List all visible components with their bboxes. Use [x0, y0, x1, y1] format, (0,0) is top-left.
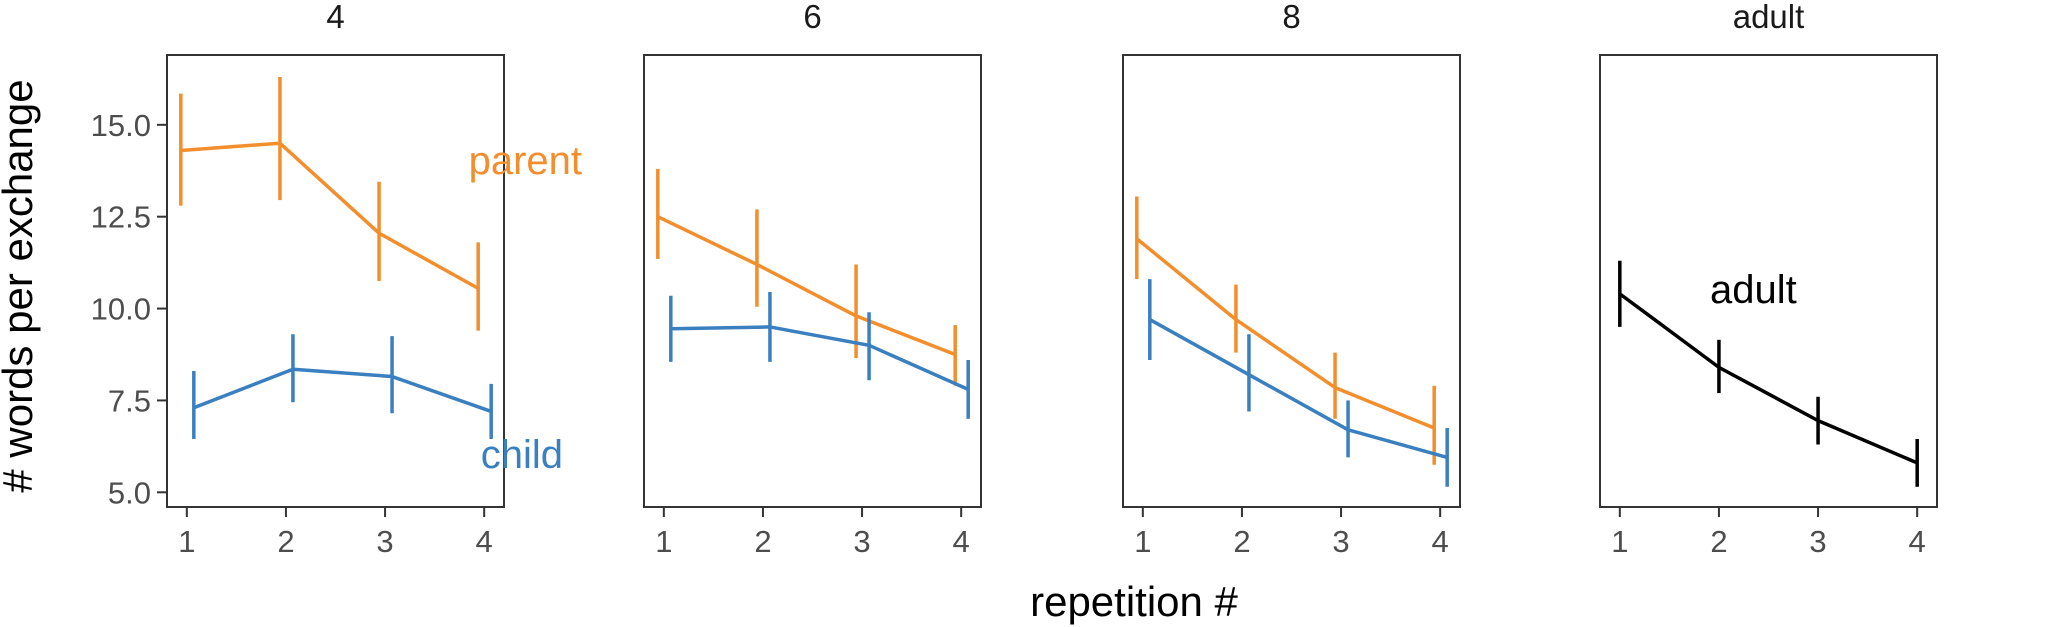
panel-title: adult: [1733, 0, 1805, 35]
series-parent: parent: [179, 77, 582, 331]
series-line-child: [670, 325, 969, 392]
x-tick-label: 3: [376, 524, 393, 559]
series-label-adult: adult: [1710, 268, 1797, 312]
x-tick-label: 1: [655, 524, 672, 559]
x-tick-label: 2: [754, 524, 771, 559]
panel-border: [166, 54, 505, 508]
x-tick-label: 4: [476, 524, 493, 559]
x-tick-label: 1: [178, 524, 195, 559]
x-tick-label: 4: [1909, 524, 1926, 559]
y-tick-label: 10.0: [91, 292, 151, 327]
panel-title: 8: [1282, 0, 1300, 35]
panel-border: [1599, 54, 1938, 508]
series-line-child: [193, 367, 492, 414]
panel-border: [1122, 54, 1461, 508]
x-tick-label: 1: [1611, 524, 1628, 559]
series-line-parent: [1135, 237, 1435, 430]
y-tick-label: 15.0: [91, 108, 151, 143]
y-axis-title: # words per exchange: [0, 79, 41, 492]
x-tick-label: 3: [853, 524, 870, 559]
series-line-child: [1148, 318, 1448, 460]
series-adult: adult: [1618, 260, 1919, 487]
y-tick-label: 7.5: [108, 383, 151, 418]
x-axis-title: repetition #: [1030, 578, 1238, 625]
panel-4: adult 1 2 3 4 adult: [1599, 0, 1938, 559]
panel-border: [643, 54, 982, 508]
x-tick-label: 2: [1710, 524, 1727, 559]
series-label-child: child: [481, 433, 563, 477]
x-tick-label: 3: [1809, 524, 1826, 559]
x-tick-label: 4: [1432, 524, 1449, 559]
series-parent: [1135, 196, 1436, 465]
x-tick-label: 4: [953, 524, 970, 559]
series-line-adult: [1618, 292, 1918, 465]
y-tick-label: 5.0: [108, 475, 151, 510]
x-tick-label: 1: [1134, 524, 1151, 559]
panel-title: 6: [803, 0, 821, 35]
panel-title: 4: [326, 0, 344, 35]
panel-3: 8 1 2 3 4: [1122, 0, 1461, 559]
series-line-parent: [180, 141, 480, 290]
series-child: [1148, 279, 1449, 487]
panel-1: 4 1 2 3 4 5.0 7.5 10.0 12.5 15.0 parent child: [91, 0, 582, 559]
x-tick-label: 2: [277, 524, 294, 559]
y-tick-label: 12.5: [91, 200, 151, 235]
x-tick-label: 3: [1332, 524, 1349, 559]
series-child: child: [192, 334, 563, 477]
series-child: [669, 292, 970, 419]
panel-2: 6 1 2 3 4: [643, 0, 982, 559]
series-label-parent: parent: [469, 139, 582, 183]
series-line-parent: [657, 215, 956, 357]
x-tick-label: 2: [1233, 524, 1250, 559]
